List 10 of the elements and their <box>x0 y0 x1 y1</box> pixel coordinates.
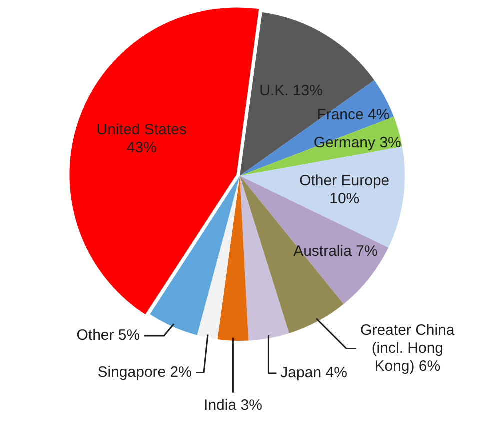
slice-label: Other 5% <box>76 327 140 344</box>
slice-label: Other Europe <box>300 172 390 190</box>
slice-label: India 3% <box>204 397 262 414</box>
data-label: 43% <box>126 140 157 157</box>
slice-label: Singapore 2% <box>98 364 192 381</box>
slice-label: Greater China (incl. Hong Kong) 6% <box>360 322 456 375</box>
slice-label: United States <box>96 122 187 139</box>
data-label: 10% <box>330 190 360 208</box>
slice-label: U.K. 13% <box>260 82 323 100</box>
slice-label: Japan 4% <box>280 364 348 382</box>
